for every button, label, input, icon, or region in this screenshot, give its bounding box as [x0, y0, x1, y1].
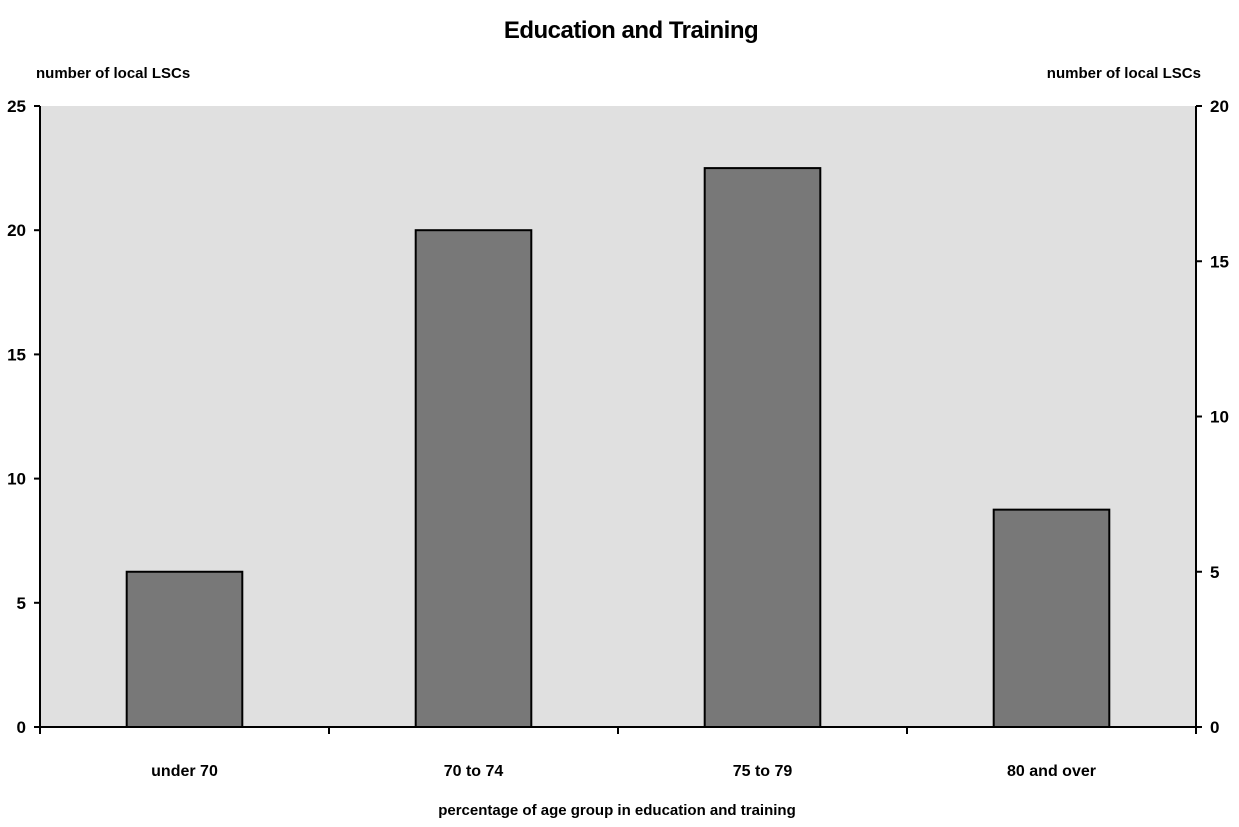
bar-75-to-79 — [703, 167, 822, 729]
bar-under-70 — [125, 570, 244, 728]
right-tick-label: 15 — [1210, 252, 1229, 271]
x-axis-title: percentage of age group in education and… — [438, 802, 796, 819]
left-tick-label: 0 — [17, 718, 26, 737]
left-y-ticks: 0 5 10 15 20 25 — [7, 97, 40, 737]
x-category-label: 80 and over — [1007, 763, 1096, 780]
left-tick-label: 5 — [17, 594, 26, 613]
x-category-label: 70 to 74 — [444, 763, 504, 780]
right-y-axis-title: number of local LSCs — [1047, 65, 1201, 82]
left-tick-label: 25 — [7, 97, 26, 116]
x-category-label: under 70 — [151, 763, 218, 780]
right-y-ticks: 0 5 10 15 20 — [1196, 97, 1229, 737]
left-tick-label: 15 — [7, 345, 26, 364]
left-tick-label: 10 — [7, 470, 26, 489]
x-ticks: under 70 70 to 74 75 to 79 80 and over — [39, 727, 1197, 780]
left-y-axis-title: number of local LSCs — [36, 65, 190, 82]
right-tick-label: 5 — [1210, 563, 1219, 582]
bar-80-and-over — [992, 508, 1111, 728]
x-category-label: 75 to 79 — [733, 763, 793, 780]
right-tick-label: 0 — [1210, 718, 1219, 737]
right-tick-label: 10 — [1210, 408, 1229, 427]
chart-title: Education and Training — [504, 17, 758, 44]
left-tick-label: 20 — [7, 221, 26, 240]
bars — [125, 167, 1111, 729]
bar-70-to-74 — [414, 229, 533, 728]
right-tick-label: 20 — [1210, 97, 1229, 116]
